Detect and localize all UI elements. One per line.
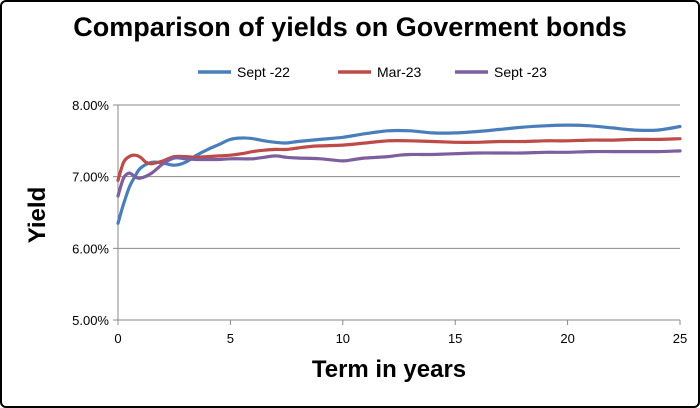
y-axis-label: Yield <box>24 187 51 243</box>
x-tick-labels: 0 5 10 15 20 25 <box>114 331 687 346</box>
x-tick-label: 25 <box>673 331 687 346</box>
x-axis-label: Term in years <box>312 356 466 383</box>
x-tick-label: 20 <box>560 331 574 346</box>
x-tick-label: 10 <box>336 331 350 346</box>
legend-label: Sept -22 <box>237 64 290 80</box>
y-tick-label: 7.00% <box>72 170 109 185</box>
axes <box>113 104 681 325</box>
chart-title: Comparison of yields on Goverment bonds <box>73 12 627 42</box>
series-lines <box>116 123 682 225</box>
x-tick-label: 15 <box>448 331 462 346</box>
legend-label: Sept -23 <box>494 64 547 80</box>
legend-label: Mar-23 <box>377 64 422 80</box>
y-tick-label: 5.00% <box>72 313 109 328</box>
series-line-2 <box>116 137 682 182</box>
series-line-3 <box>116 149 682 198</box>
gridlines <box>118 104 680 321</box>
y-tick-labels: 5.00% 6.00% 7.00% 8.00% <box>72 98 109 328</box>
legend: Sept -22 Mar-23 Sept -23 <box>198 64 547 80</box>
x-tick-label: 0 <box>114 331 121 346</box>
x-tick-label: 5 <box>227 331 234 346</box>
y-tick-label: 8.00% <box>72 98 109 113</box>
y-tick-label: 6.00% <box>72 241 109 256</box>
